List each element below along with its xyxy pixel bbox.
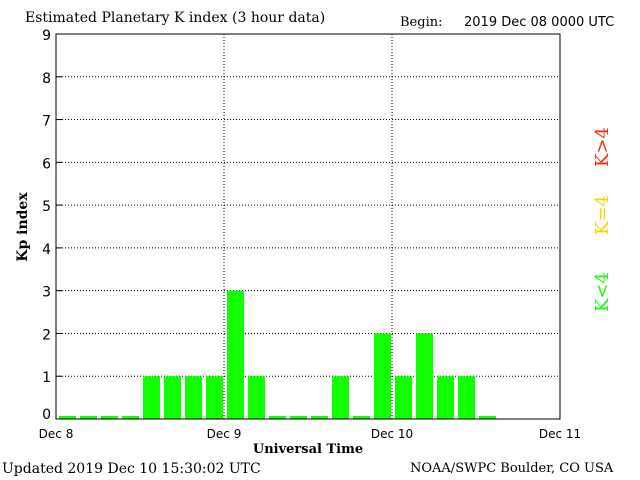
credit-text: NOAA/SWPC Boulder, CO USA	[410, 461, 614, 476]
kp-bar	[143, 376, 160, 419]
kp-bar	[458, 376, 475, 419]
chart-title: Estimated Planetary K index (3 hour data…	[25, 10, 326, 26]
kp-bar	[311, 416, 328, 419]
kp-bar	[353, 416, 370, 419]
legend-k-lt-4: K<4	[592, 272, 613, 312]
kp-bar	[374, 333, 391, 419]
kp-bar	[206, 376, 223, 419]
kp-bar	[59, 416, 76, 419]
kp-bar	[332, 376, 349, 419]
y-tick-label: 6	[42, 156, 51, 172]
begin-value: 2019 Dec 08 0000 UTC	[464, 15, 615, 30]
kp-bar	[479, 416, 496, 419]
kp-bar	[227, 290, 244, 419]
x-tick-label: Dec 8	[39, 427, 74, 441]
y-tick-label: 8	[42, 71, 51, 87]
y-tick-label: 1	[42, 370, 51, 386]
legend-k-eq-4: K=4	[592, 195, 613, 235]
y-tick-label: 2	[42, 327, 51, 343]
kp-bar	[164, 376, 181, 419]
kp-bar	[80, 416, 97, 419]
y-tick-label: 9	[42, 28, 51, 44]
kp-bar	[101, 416, 118, 419]
kp-bar	[416, 333, 433, 419]
kp-bar	[290, 416, 307, 419]
legend-k-gt-4: K>4	[592, 127, 613, 167]
y-tick-label: 5	[42, 199, 51, 215]
plot-frame	[55, 33, 561, 420]
y-tick-label: 0	[42, 407, 51, 423]
kp-bar	[395, 376, 412, 419]
x-tick-label: Dec 10	[371, 427, 413, 441]
kp-bar	[248, 376, 265, 419]
kp-bar	[185, 376, 202, 419]
kp-bar	[122, 416, 139, 419]
x-axis-label: Universal Time	[253, 442, 363, 457]
y-axis-label: Kp index	[15, 192, 31, 262]
updated-timestamp: Updated 2019 Dec 10 15:30:02 UTC	[2, 461, 261, 477]
x-tick-label: Dec 11	[539, 427, 581, 441]
kp-bar	[269, 416, 286, 419]
y-tick-label: 3	[42, 285, 51, 301]
y-tick-label: 7	[42, 114, 51, 130]
x-tick-label: Dec 9	[207, 427, 242, 441]
kp-bar	[437, 376, 454, 419]
begin-label: Begin:	[400, 15, 443, 30]
y-tick-label: 4	[42, 242, 51, 258]
